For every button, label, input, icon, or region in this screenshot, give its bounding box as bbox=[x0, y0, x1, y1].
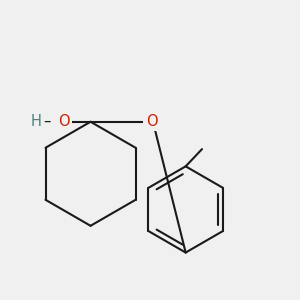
Text: –: – bbox=[43, 113, 51, 128]
Text: O: O bbox=[146, 114, 157, 129]
Text: H: H bbox=[30, 114, 41, 129]
Text: O: O bbox=[58, 114, 70, 129]
